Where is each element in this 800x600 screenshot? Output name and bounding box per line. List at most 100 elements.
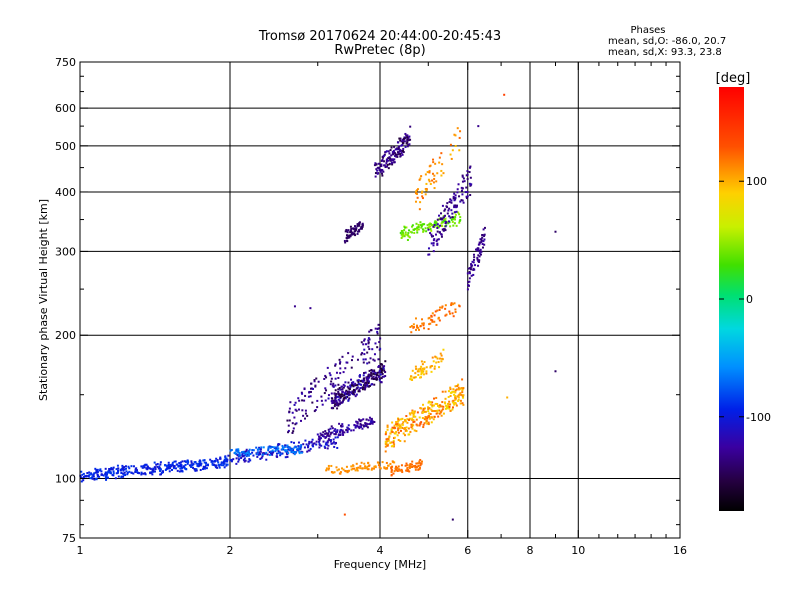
data-point [321, 403, 324, 406]
data-point [388, 163, 391, 166]
data-point [344, 241, 347, 244]
data-point [376, 327, 379, 330]
data-point [369, 422, 372, 425]
data-point [80, 480, 83, 483]
data-point [396, 434, 399, 437]
data-point [325, 441, 328, 444]
data-point [403, 440, 406, 443]
data-point [464, 191, 467, 194]
data-point [353, 390, 356, 393]
data-point [186, 460, 189, 463]
data-point [416, 196, 419, 199]
data-point [86, 472, 89, 475]
data-point [409, 377, 412, 380]
data-point [327, 464, 330, 467]
data-point [384, 467, 387, 470]
data-point [441, 228, 444, 231]
data-point [428, 171, 431, 174]
data-point [482, 240, 485, 243]
data-point [439, 224, 442, 227]
data-point [309, 447, 312, 450]
data-point [268, 454, 271, 457]
data-point [288, 448, 291, 451]
data-point [360, 419, 363, 422]
data-point [408, 139, 411, 142]
data-point [378, 166, 381, 169]
data-point [420, 370, 423, 373]
data-point [417, 226, 420, 229]
data-point [414, 328, 417, 331]
data-point [368, 330, 371, 333]
data-point [328, 372, 331, 375]
data-point [412, 414, 415, 417]
data-point [341, 429, 344, 432]
data-point [386, 163, 389, 166]
data-point [442, 348, 445, 351]
data-point [404, 419, 407, 422]
data-point [320, 444, 323, 447]
data-point [395, 155, 398, 158]
data-point [380, 363, 383, 366]
data-point [259, 448, 262, 451]
data-point [414, 200, 417, 203]
data-point [438, 161, 441, 164]
data-point [252, 454, 255, 457]
data-point [422, 322, 425, 325]
data-point [411, 419, 414, 422]
data-point [336, 404, 339, 407]
data-point [247, 460, 250, 463]
data-point [377, 374, 380, 377]
data-point [172, 467, 175, 470]
data-point [349, 234, 352, 237]
data-point [383, 467, 386, 470]
data-point [151, 473, 154, 476]
data-point [354, 234, 357, 237]
data-point [470, 265, 473, 268]
data-point [376, 461, 379, 464]
data-point [281, 448, 284, 451]
data-point [261, 453, 264, 456]
data-point [360, 461, 363, 464]
data-point [217, 461, 220, 464]
data-point [123, 471, 126, 474]
data-point [398, 423, 401, 426]
data-point [202, 459, 205, 462]
data-point [357, 390, 360, 393]
data-point [458, 213, 461, 216]
data-point [433, 187, 436, 190]
data-point [112, 474, 115, 477]
data-point [315, 443, 318, 446]
data-point [468, 280, 471, 283]
data-point [329, 440, 332, 443]
data-point [440, 409, 443, 412]
data-point [283, 449, 286, 452]
data-point [415, 462, 418, 465]
data-point [392, 149, 395, 152]
data-point [506, 396, 509, 399]
data-point [351, 384, 354, 387]
data-point [400, 464, 403, 467]
data-point [433, 221, 436, 224]
data-point [440, 414, 443, 417]
data-point [461, 180, 464, 183]
data-point [467, 284, 470, 287]
data-point [414, 192, 417, 195]
data-point [404, 233, 407, 236]
data-point [117, 469, 120, 472]
data-point [407, 232, 410, 235]
data-point [104, 467, 107, 470]
data-point [439, 357, 442, 360]
data-point [425, 230, 428, 233]
data-point [170, 465, 173, 468]
data-point [302, 414, 305, 417]
data-point [470, 274, 473, 277]
data-point [436, 309, 439, 312]
data-point [300, 391, 303, 394]
data-point [186, 462, 189, 465]
data-point [387, 439, 390, 442]
data-point [433, 415, 436, 418]
data-point [179, 463, 182, 466]
data-point [388, 152, 391, 155]
data-point [241, 455, 244, 458]
data-point [413, 412, 416, 415]
